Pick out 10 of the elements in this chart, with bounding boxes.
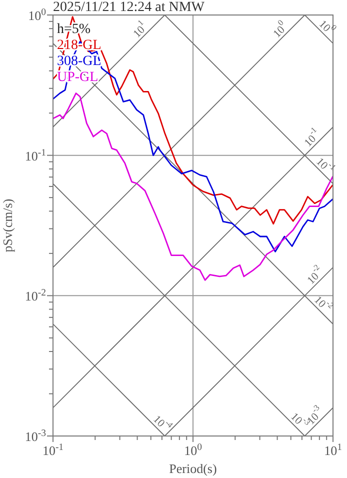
x-axis-title: Period(s): [169, 461, 217, 476]
y-tick-label: 10$^{-1}$: [24, 146, 46, 164]
y-tick-label: 10$^{0}$: [28, 6, 46, 23]
x-tick-label: 10$^{0}$: [184, 442, 202, 458]
y-axis-title: pSv(cm/s): [0, 198, 15, 252]
x-tick-label: 10$^{-1}$: [42, 442, 64, 458]
chart-title: 2025/11/21 12:24 at NMW: [53, 0, 206, 15]
x-tick-label: 10$^{1}$: [324, 442, 342, 458]
y-tick-label: 10$^{-2}$: [24, 287, 46, 304]
y-tick-label: 10$^{-3}$: [24, 428, 46, 444]
